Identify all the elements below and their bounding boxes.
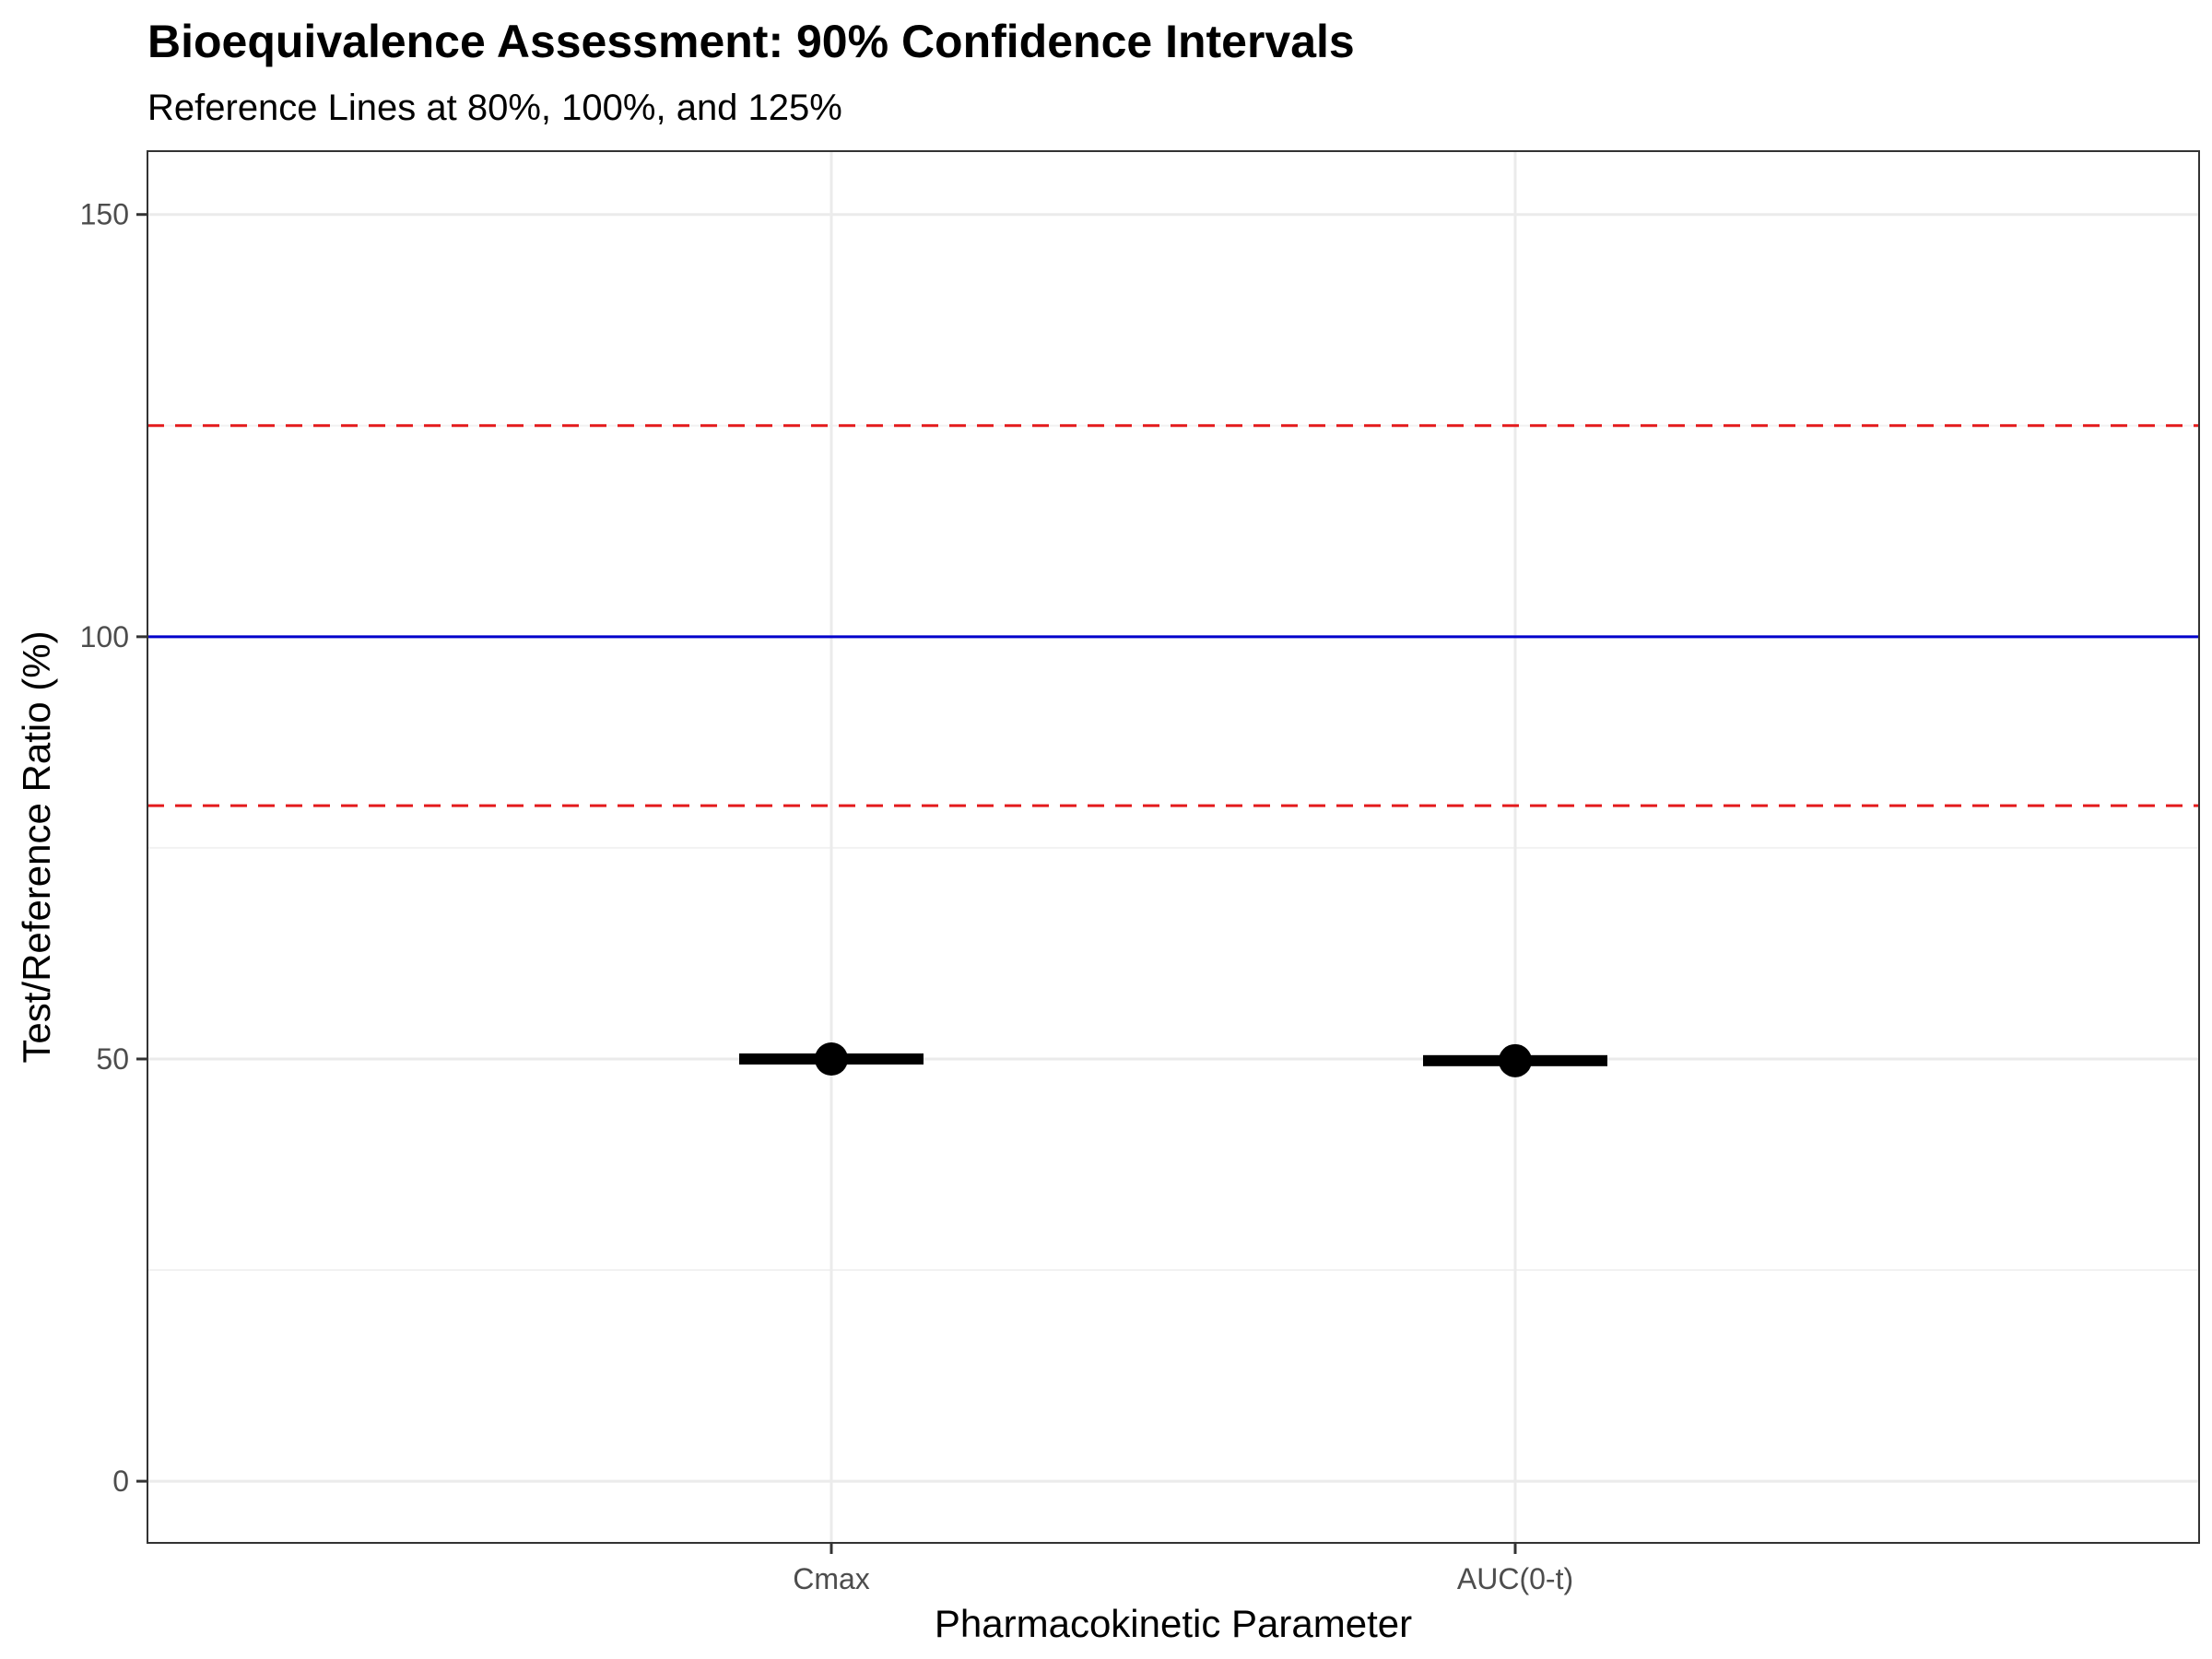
panel-border — [147, 150, 2200, 1544]
x-axis-title: Pharmacokinetic Parameter — [935, 1602, 1412, 1645]
chart-title: Bioequivalence Assessment: 90% Confidenc… — [147, 16, 1355, 67]
x-axis: Cmax AUC(0-t) — [793, 1543, 1573, 1595]
y-axis-title: Test/Reference Ratio (%) — [15, 630, 58, 1063]
y-tick-label: 150 — [80, 198, 129, 231]
x-tick-label: AUC(0-t) — [1457, 1562, 1573, 1595]
estimate-point — [1499, 1043, 1532, 1077]
estimate-point — [815, 1041, 848, 1076]
y-tick-label: 0 — [112, 1465, 129, 1498]
y-axis: 0 50 100 150 — [80, 198, 147, 1498]
y-tick-label: 100 — [80, 620, 129, 653]
x-tick-label: Cmax — [793, 1562, 870, 1595]
plot-panel — [147, 150, 2200, 1544]
chart-subtitle: Reference Lines at 80%, 100%, and 125% — [147, 88, 842, 128]
data-marks — [739, 1041, 1607, 1077]
reference-lines — [147, 424, 2199, 807]
y-tick-label: 50 — [96, 1042, 129, 1076]
